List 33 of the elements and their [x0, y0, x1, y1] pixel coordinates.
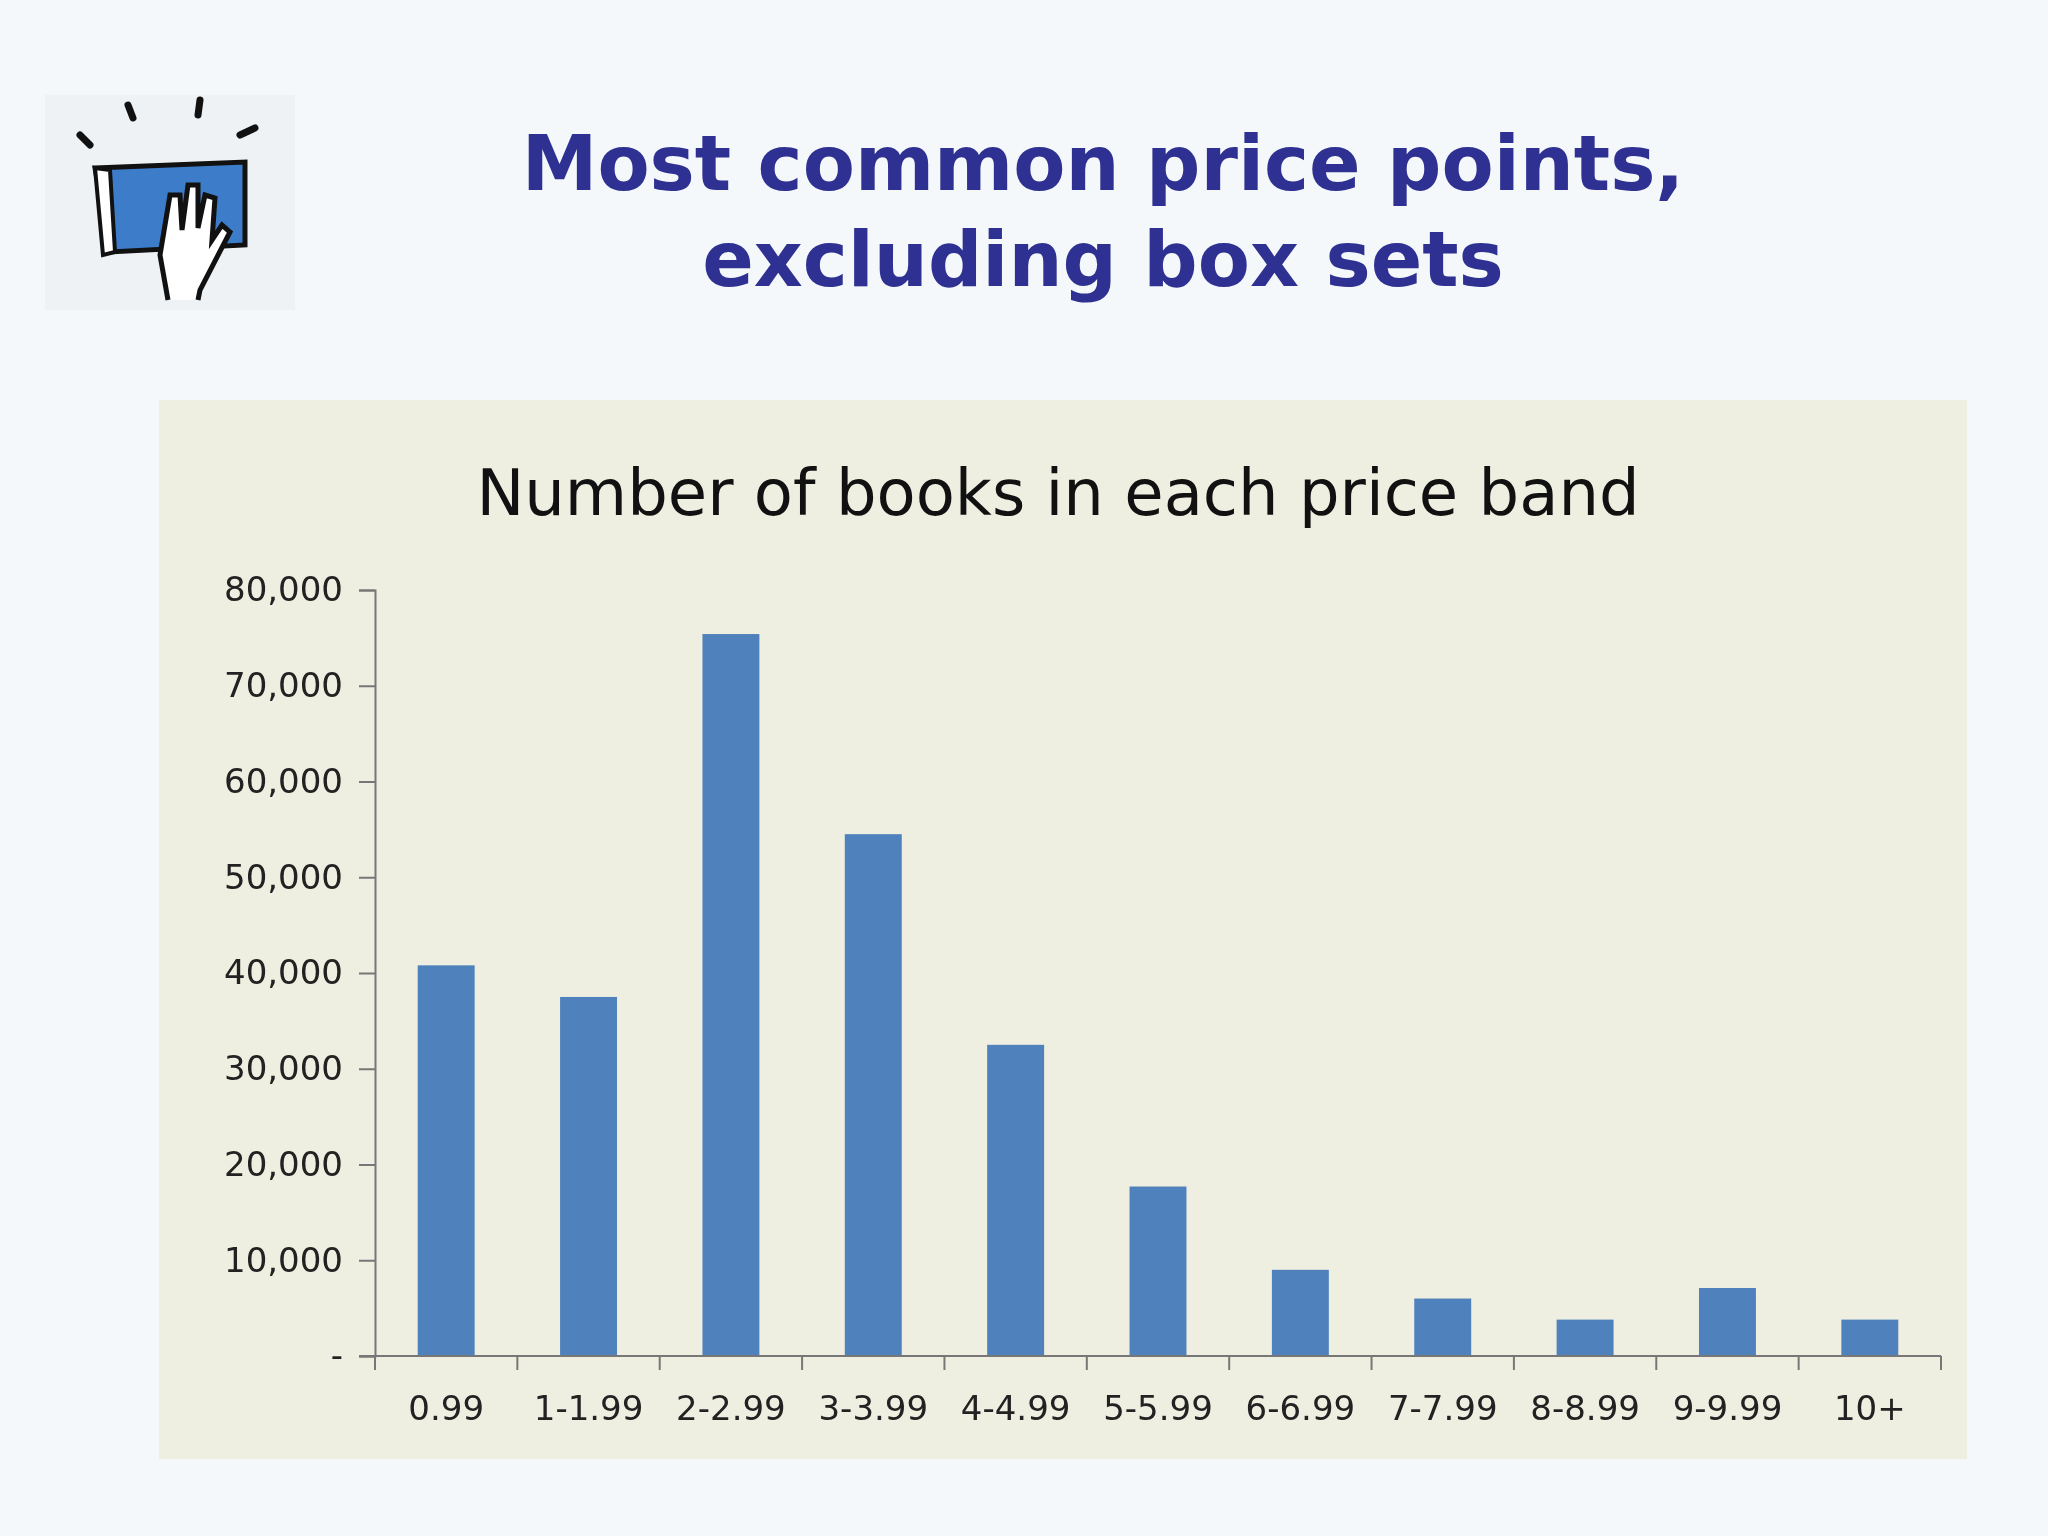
bar: [1414, 1298, 1472, 1356]
x-tick-label: 6-6.99: [1245, 1388, 1356, 1429]
y-tick-label: 40,000: [224, 952, 343, 993]
bar: [560, 996, 618, 1356]
y-tick-label: 70,000: [224, 665, 343, 706]
x-tick-label: 10+: [1833, 1388, 1906, 1429]
chart-subtitle: Number of books in each price band: [476, 456, 1640, 530]
x-tick-label: 7-7.99: [1387, 1388, 1498, 1429]
x-tick-label: 8-8.99: [1530, 1388, 1640, 1429]
y-tick-label: 30,000: [224, 1048, 343, 1089]
x-tick-label: 1-1.99: [533, 1388, 644, 1429]
bar: [417, 965, 475, 1356]
y-tick-label: 80,000: [224, 569, 343, 610]
chart-title: Most common price points, excluding box sets: [521, 119, 1685, 304]
x-tick-label: 0.99: [408, 1388, 485, 1429]
bar: [1556, 1319, 1614, 1356]
x-tick-label: 9-9.99: [1672, 1388, 1783, 1429]
x-tick-label: 3-3.99: [818, 1388, 929, 1429]
x-tick-label: 5-5.99: [1103, 1388, 1213, 1429]
bar: [702, 634, 760, 1356]
bar: [844, 834, 902, 1356]
y-tick-label: 20,000: [224, 1143, 343, 1184]
x-tick-label: 4-4.99: [960, 1388, 1071, 1429]
bar: [1271, 1269, 1329, 1356]
bar: [987, 1044, 1045, 1356]
y-tick-label: 60,000: [224, 760, 343, 801]
bar: [1129, 1186, 1187, 1356]
x-tick-label: 2-2.99: [676, 1388, 786, 1429]
y-tick-label: 50,000: [224, 856, 343, 897]
bar: [1698, 1288, 1756, 1356]
y-tick-label: 10,000: [224, 1239, 343, 1280]
bar: [1841, 1319, 1899, 1356]
y-tick-label: -: [330, 1335, 343, 1376]
